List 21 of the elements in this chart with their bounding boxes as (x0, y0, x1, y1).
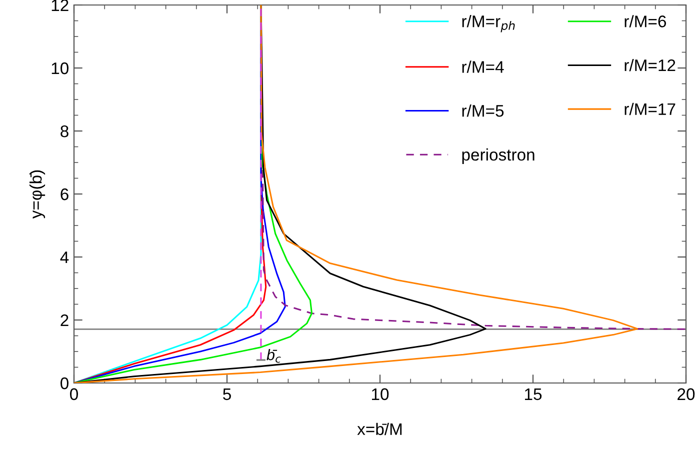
legend-label: periostron (462, 148, 534, 164)
x-tick-label: 20 (678, 388, 695, 400)
legend-label: r/M=5 (462, 104, 504, 117)
y-tick-label: 0 (60, 377, 68, 390)
x-axis-title: x=b̄/M (357, 422, 402, 436)
x-tick-label: 0 (70, 388, 78, 400)
x-tick-label: 15 (525, 388, 542, 400)
y-tick-label: 4 (60, 252, 69, 264)
y-tick-label: 10 (52, 62, 68, 74)
x-tick-label: 5 (223, 388, 231, 400)
y-tick-label: 8 (60, 125, 68, 138)
y-tick-label: 2 (60, 314, 68, 326)
legend-label: r/M=12 (624, 58, 676, 72)
legend-label: r/M=17 (624, 102, 676, 116)
legend-label: r/M=r$_{ph}$ (462, 15, 515, 32)
legend-label: r/M=4 (462, 60, 504, 73)
y-tick-label: 6 (60, 188, 68, 200)
y-axis-title: y=φ(b̄) (30, 170, 46, 219)
annotation: b̄$_{c}$ (266, 349, 281, 363)
x-tick-label: 10 (372, 388, 389, 400)
legend-label: r/M=6 (624, 15, 666, 28)
